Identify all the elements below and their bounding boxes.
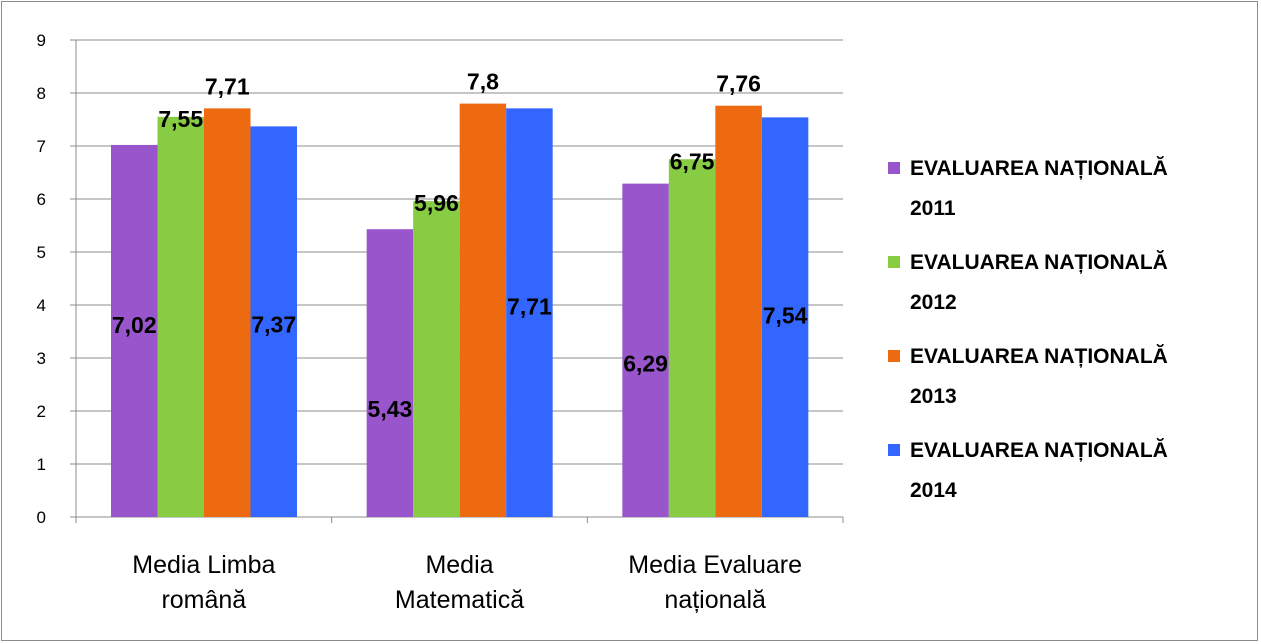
legend-label-line: 2013 bbox=[910, 385, 957, 408]
legend-swatch bbox=[888, 162, 900, 174]
legend-label-line: EVALUAREA NAȚIONALĂ bbox=[910, 439, 1168, 462]
y-tick-label: 9 bbox=[37, 31, 46, 50]
bar bbox=[366, 229, 414, 517]
bar bbox=[459, 103, 507, 517]
bar bbox=[761, 117, 809, 517]
legend-label: EVALUAREA NAȚIONALĂ 2011 bbox=[910, 157, 1168, 220]
bar bbox=[622, 183, 669, 517]
category-label-line: Media Evaluare bbox=[628, 551, 802, 579]
data-label: 7,37 bbox=[251, 311, 296, 337]
legend-label-line: EVALUAREA NAȚIONALĂ bbox=[910, 157, 1168, 180]
category-label-line: națională bbox=[664, 586, 766, 614]
data-label: 6,29 bbox=[623, 351, 668, 377]
legend-label: EVALUAREA NAȚIONALĂ 2014 bbox=[910, 439, 1168, 502]
data-labels: 7,02 5,43 6,29 7,55 5,96 6,75 7,71 7,8 7,76 7,37 7… bbox=[112, 69, 808, 423]
y-tick-label: 7 bbox=[37, 137, 46, 156]
data-label: 7,54 bbox=[763, 302, 808, 328]
legend-label-line: 2012 bbox=[910, 291, 957, 314]
category-label: Media Matematică bbox=[395, 551, 524, 614]
category-label: Media Evaluare națională bbox=[628, 551, 802, 614]
data-label: 5,96 bbox=[414, 190, 459, 216]
legend-label: EVALUAREA NAȚIONALĂ 2013 bbox=[910, 345, 1168, 408]
y-tick-label: 0 bbox=[37, 508, 46, 527]
bar bbox=[506, 108, 553, 518]
bar bbox=[668, 159, 716, 517]
legend-swatch bbox=[888, 350, 900, 362]
category-label-line: Matematică bbox=[395, 586, 524, 614]
data-label: 7,8 bbox=[467, 69, 499, 95]
bar bbox=[715, 105, 762, 517]
legend-label-line: EVALUAREA NAȚIONALĂ bbox=[910, 345, 1168, 368]
y-tick-label: 2 bbox=[37, 402, 46, 421]
data-label: 7,02 bbox=[112, 312, 157, 338]
y-tick-label: 4 bbox=[37, 296, 46, 315]
y-tick-label: 5 bbox=[37, 243, 46, 262]
bars bbox=[111, 103, 809, 518]
bar bbox=[413, 201, 460, 517]
bar bbox=[111, 144, 158, 517]
category-label-line: Media Limba bbox=[132, 551, 275, 579]
axes: 0 1 2 3 4 5 6 7 8 9 Media Limba română Media Matemati… bbox=[37, 31, 844, 614]
bar bbox=[250, 126, 297, 517]
data-label: 5,43 bbox=[368, 396, 413, 422]
category-label-line: română bbox=[161, 586, 246, 614]
legend-swatch bbox=[888, 256, 900, 268]
legend-label-line: 2014 bbox=[910, 479, 957, 502]
y-tick-label: 6 bbox=[37, 190, 46, 209]
data-label: 7,55 bbox=[158, 106, 203, 132]
legend-label-line: EVALUAREA NAȚIONALĂ bbox=[910, 251, 1168, 274]
data-label: 7,71 bbox=[205, 73, 250, 99]
category-label-line: Media bbox=[425, 551, 493, 579]
data-label: 6,75 bbox=[670, 148, 715, 174]
category-label: Media Limba română bbox=[132, 551, 275, 614]
y-tick-label: 8 bbox=[37, 84, 46, 103]
legend-label: EVALUAREA NAȚIONALĂ 2012 bbox=[910, 251, 1168, 314]
bar bbox=[204, 108, 251, 518]
y-tick-label: 1 bbox=[37, 455, 46, 474]
legend-swatch bbox=[888, 444, 900, 456]
legend-label-line: 2011 bbox=[910, 197, 956, 220]
bar bbox=[157, 116, 204, 517]
data-label: 7,76 bbox=[716, 71, 761, 97]
data-label: 7,71 bbox=[507, 293, 552, 319]
y-tick-label: 3 bbox=[37, 349, 46, 368]
